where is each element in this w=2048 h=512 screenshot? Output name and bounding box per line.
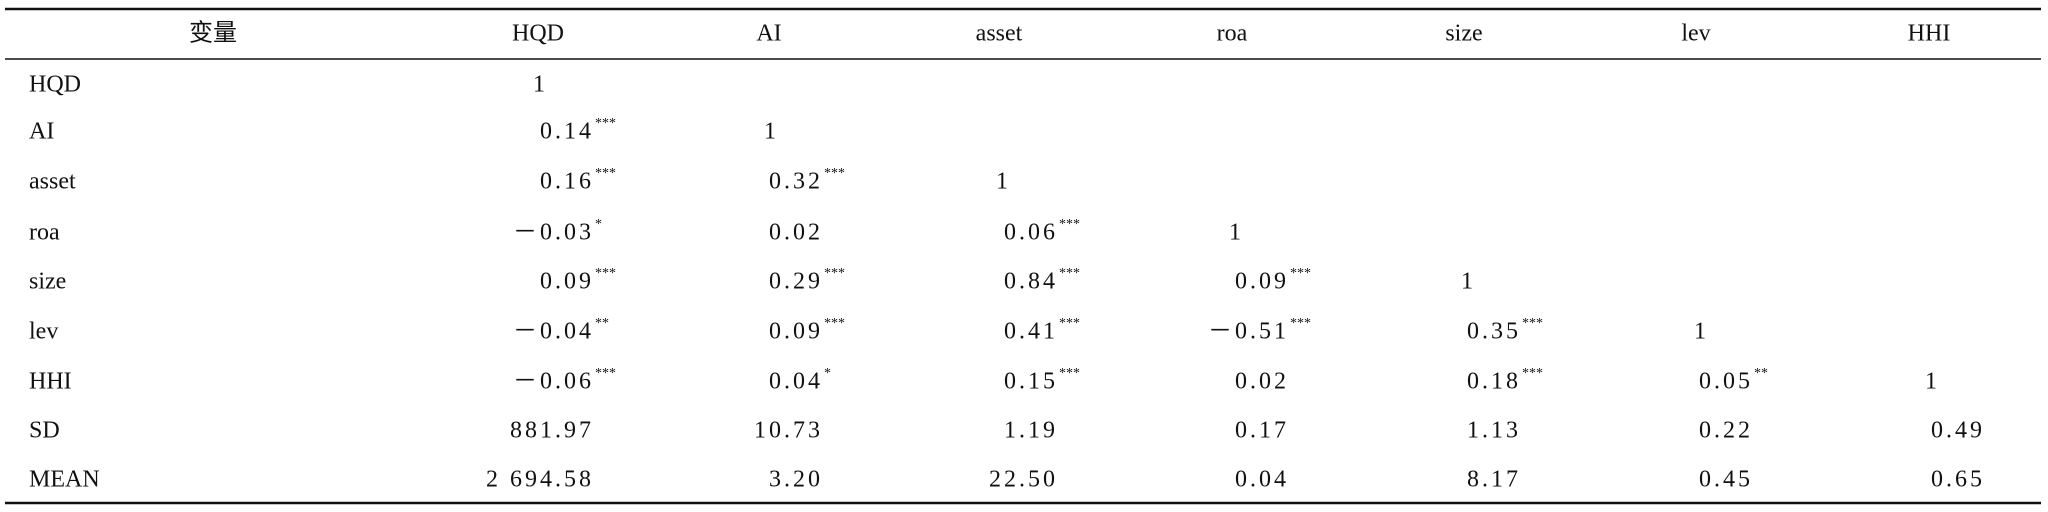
- cell-value: 1: [1925, 369, 1937, 395]
- cell-value: 1: [1461, 269, 1473, 295]
- cell-value: 0.49: [1931, 418, 1985, 444]
- significance-stars: ***: [1522, 316, 1543, 331]
- significance-stars: ***: [1290, 316, 1311, 331]
- cell-value: 0.15: [1004, 369, 1058, 395]
- significance-stars: ***: [824, 316, 845, 331]
- cell-value: 1: [1229, 220, 1241, 246]
- cell-value: 0.35: [1467, 319, 1521, 345]
- significance-stars: ***: [1522, 366, 1543, 381]
- row-label: MEAN: [29, 467, 100, 493]
- column-header: roa: [1217, 21, 1248, 47]
- significance-stars: ***: [1059, 316, 1080, 331]
- significance-stars: ***: [595, 366, 616, 381]
- column-header: AI: [756, 21, 781, 47]
- cell-value: 8.17: [1467, 467, 1521, 493]
- cell-value: 3.20: [769, 467, 823, 493]
- significance-stars: **: [1754, 366, 1768, 381]
- cell-value: 1: [996, 169, 1008, 195]
- cell-value: 1: [1694, 319, 1706, 345]
- cell-value: 1: [533, 72, 545, 98]
- significance-stars: ***: [824, 266, 845, 281]
- cell-value: 22.50: [989, 467, 1058, 493]
- cell-value: 0.02: [1235, 369, 1289, 395]
- cell-value: －0.51: [1208, 319, 1289, 345]
- cell-value: 0.45: [1699, 467, 1753, 493]
- row-label: SD: [29, 418, 60, 444]
- significance-stars: *: [595, 217, 602, 232]
- column-header: asset: [976, 21, 1023, 47]
- significance-stars: **: [595, 316, 609, 331]
- row-label: AI: [29, 119, 54, 145]
- cell-value: 1: [764, 119, 776, 145]
- row-label: HHI: [29, 369, 72, 395]
- significance-stars: ***: [1290, 266, 1311, 281]
- cell-value: 0.02: [769, 220, 823, 246]
- cell-value: 1.13: [1467, 418, 1521, 444]
- cell-value: 1.19: [1004, 418, 1058, 444]
- cell-value: 0.16: [540, 169, 594, 195]
- cell-value: 0.22: [1699, 418, 1753, 444]
- cell-value: 2 694.58: [486, 467, 594, 493]
- cell-value: 0.04: [1235, 467, 1289, 493]
- cell-value: 0.17: [1235, 418, 1289, 444]
- column-header: HQD: [512, 21, 564, 47]
- cell-value: 0.14: [540, 119, 594, 145]
- cell-value: 0.65: [1931, 467, 1985, 493]
- cell-value: －0.06: [513, 369, 594, 395]
- significance-stars: ***: [1059, 366, 1080, 381]
- cell-value: －0.03: [513, 220, 594, 246]
- row-label: size: [29, 269, 66, 295]
- cell-value: 10.73: [754, 418, 823, 444]
- significance-stars: ***: [595, 116, 616, 131]
- cell-value: 0.84: [1004, 269, 1058, 295]
- cell-value: 0.06: [1004, 220, 1058, 246]
- cell-value: 0.41: [1004, 319, 1058, 345]
- row-label: roa: [29, 220, 60, 246]
- significance-stars: ***: [595, 166, 616, 181]
- cell-value: 881.97: [510, 418, 594, 444]
- cell-value: 0.05: [1699, 369, 1753, 395]
- cell-value: 0.32: [769, 169, 823, 195]
- cell-value: 0.04: [769, 369, 823, 395]
- column-header: size: [1445, 21, 1482, 47]
- cell-value: 0.09: [769, 319, 823, 345]
- significance-stars: ***: [824, 166, 845, 181]
- row-label: lev: [29, 319, 58, 345]
- significance-stars: *: [824, 366, 831, 381]
- cell-value: 0.18: [1467, 369, 1521, 395]
- cell-value: 0.29: [769, 269, 823, 295]
- cell-value: －0.04: [513, 319, 594, 345]
- significance-stars: ***: [1059, 266, 1080, 281]
- row-label: asset: [29, 169, 76, 195]
- column-header: 变量: [189, 20, 237, 47]
- column-header: lev: [1681, 21, 1710, 47]
- column-header: HHI: [1908, 21, 1951, 47]
- cell-value: 0.09: [1235, 269, 1289, 295]
- significance-stars: ***: [595, 266, 616, 281]
- significance-stars: ***: [1059, 217, 1080, 232]
- cell-value: 0.09: [540, 269, 594, 295]
- row-label: HQD: [29, 72, 81, 98]
